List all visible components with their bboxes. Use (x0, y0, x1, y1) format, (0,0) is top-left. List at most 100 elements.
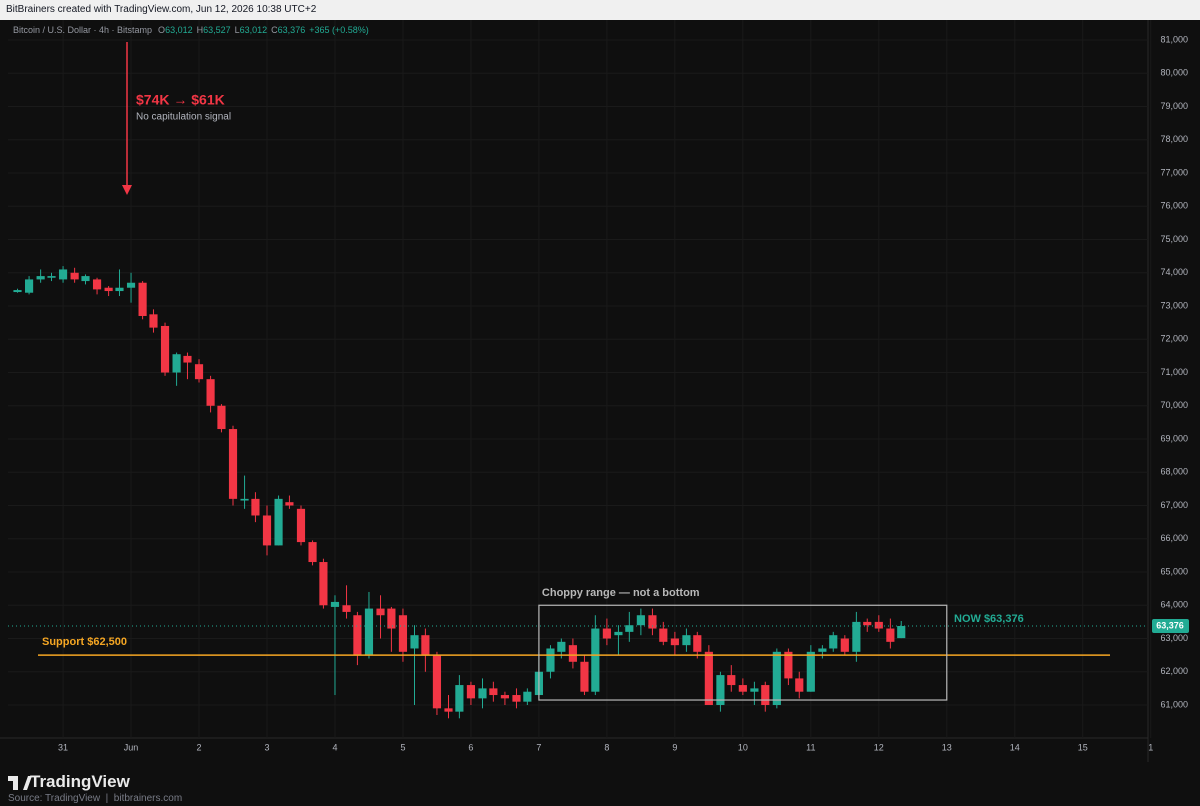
candle-body (319, 562, 328, 606)
candle-body (296, 508, 306, 543)
candle-body (818, 648, 827, 652)
x-tick-label: 31 (58, 742, 68, 752)
annotation-arrow-head (122, 185, 132, 195)
x-tick-label: 12 (874, 742, 884, 752)
y-tick-label: 67,000 (1160, 500, 1188, 510)
y-tick-label: 77,000 (1160, 167, 1188, 177)
annotation-note: No capitulation signal (136, 112, 231, 123)
ohlc-value: 63,376 (277, 25, 306, 35)
ohlc-value: 63,012 (165, 25, 193, 35)
candle-body (716, 675, 725, 706)
candle-body (274, 498, 283, 546)
ohlc: O63,012 H63,527 L63,012 C63,376 (158, 25, 309, 35)
candle-body (183, 355, 192, 363)
y-tick-label: 80,000 (1160, 68, 1188, 78)
y-tick-label: 79,000 (1160, 101, 1188, 111)
candle-body (478, 688, 487, 699)
candle-body (682, 635, 691, 646)
candle-body (659, 628, 668, 642)
candle-body (829, 635, 838, 649)
symbol-legend: Bitcoin / U.S. Dollar · 4h · Bitstamp O63… (13, 25, 373, 35)
ohlc-label: H (196, 25, 204, 35)
candle-body (568, 645, 577, 662)
y-tick-label: 62,000 (1160, 666, 1188, 676)
candle-body (772, 651, 781, 706)
candle-body (262, 515, 272, 546)
candle-body (240, 498, 249, 501)
brand-logo (8, 776, 32, 790)
candle-body (784, 651, 793, 679)
candle-body (840, 638, 849, 652)
brand: TradingView (30, 772, 130, 791)
candle-body (704, 651, 713, 706)
candle-body (342, 605, 351, 612)
candle-body (761, 685, 770, 706)
support-label: Support $62,500 (42, 636, 127, 648)
candle-body (455, 685, 464, 712)
y-tick-label: 81,000 (1160, 34, 1188, 44)
candle-body (852, 621, 861, 652)
candle-body (398, 615, 408, 652)
candle-body (512, 695, 521, 702)
candle-body (410, 635, 419, 649)
y-tick-label: 71,000 (1160, 367, 1188, 377)
candle-body (376, 608, 385, 616)
x-tick-label: 10 (738, 742, 748, 752)
y-tick-label: 78,000 (1160, 134, 1188, 144)
candle-body (886, 628, 895, 642)
y-tick-label: 70,000 (1160, 400, 1188, 410)
candle-body (364, 608, 374, 656)
x-tick-label: 3 (264, 742, 269, 752)
last-price-tag (1152, 619, 1189, 634)
y-tick-label: 64,000 (1160, 600, 1188, 610)
candle-body (126, 282, 136, 288)
credit-bar: BitBrainers created with TradingView.com… (0, 0, 1200, 20)
candle-body (500, 695, 510, 699)
x-tick-label: 15 (1078, 742, 1088, 752)
candle-body (70, 272, 79, 280)
candle-body (432, 655, 442, 709)
candle-body (13, 290, 22, 293)
candle-body (160, 325, 170, 373)
candle-body (614, 631, 623, 636)
candle-body (353, 615, 362, 656)
candle-body (693, 635, 702, 652)
y-tick-label: 63,000 (1160, 633, 1188, 643)
candle-body (58, 269, 68, 280)
candle-body (897, 626, 906, 639)
y-tick-label: 66,000 (1160, 533, 1188, 543)
x-tick-label: 9 (672, 742, 677, 752)
candle-body (421, 635, 430, 656)
candle-body (285, 502, 294, 506)
credit: BitBrainers created with TradingView.com… (6, 4, 317, 15)
last-price-label: 63,376 (1156, 620, 1184, 630)
y-tick-label: 68,000 (1160, 467, 1188, 477)
x-tick-label: 8 (604, 742, 609, 752)
candle-body (602, 628, 611, 639)
candle-body (104, 287, 113, 292)
candles (13, 266, 906, 719)
candle-body (489, 688, 498, 696)
candle-body (149, 314, 158, 328)
y-tick-label: 76,000 (1160, 201, 1188, 211)
candle-body (591, 628, 600, 692)
candle-body (648, 615, 657, 629)
overlays: Support $62,500 Choppy range — not a bott… (8, 587, 1148, 701)
x-tick-label: 11 (806, 742, 815, 752)
x-tick-label: 7 (536, 742, 541, 752)
candle-body (738, 685, 747, 692)
x-tick-label: 1 (1148, 742, 1153, 752)
candle-body (625, 625, 634, 632)
candle-body (217, 405, 226, 430)
y-tick-label: 65,000 (1160, 566, 1188, 576)
candle-body (806, 651, 815, 692)
grid (8, 20, 1152, 738)
candle-body (194, 364, 204, 380)
x-tick-label: 14 (1010, 742, 1020, 752)
ohlc-value: 63,527 (203, 25, 231, 35)
source: Source: TradingView | bitbrainers.com (8, 793, 183, 804)
candle-body (138, 282, 147, 316)
candle-body (466, 685, 476, 699)
candle-body (36, 276, 45, 280)
